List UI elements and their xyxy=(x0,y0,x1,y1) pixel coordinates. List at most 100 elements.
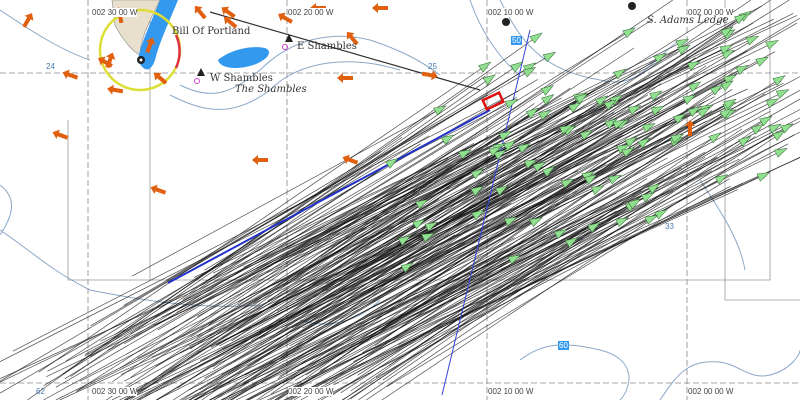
vessel-triangle-icon[interactable] xyxy=(470,183,485,197)
vessel-triangle-icon[interactable] xyxy=(627,196,642,210)
vessel-triangle-icon[interactable] xyxy=(504,214,518,227)
vessel-triangle-icon[interactable] xyxy=(675,35,690,49)
vessel-triangle-icon[interactable] xyxy=(772,72,787,86)
vessel-triangle-icon[interactable] xyxy=(615,214,630,227)
vessel-triangle-icon[interactable] xyxy=(697,104,712,118)
vessel-triangle-icon[interactable] xyxy=(397,232,412,246)
vessel-triangle-icon[interactable] xyxy=(542,49,557,63)
vessel-triangle-icon[interactable] xyxy=(608,172,623,185)
vessel-triangle-icon[interactable] xyxy=(772,127,787,141)
vessel-triangle-icon[interactable] xyxy=(768,121,782,134)
vessel-triangle-icon[interactable] xyxy=(775,86,790,99)
vessel-triangle-icon[interactable] xyxy=(488,143,503,157)
vessel-triangle-icon[interactable] xyxy=(650,103,665,116)
vessel-triangle-icon[interactable] xyxy=(458,146,473,160)
vessel-triangle-icon[interactable] xyxy=(525,105,540,119)
vessel-triangle-icon[interactable] xyxy=(624,133,639,148)
vessel-triangle-icon[interactable] xyxy=(587,219,602,233)
vessel-triangle-icon[interactable] xyxy=(560,176,575,189)
vessel-triangle-icon[interactable] xyxy=(677,42,691,55)
vessel-triangle-icon[interactable] xyxy=(641,189,655,203)
vessel-triangle-icon[interactable] xyxy=(541,163,556,178)
vessel-triangle-icon[interactable] xyxy=(720,78,735,92)
vessel-triangle-icon[interactable] xyxy=(494,182,509,196)
vessel-triangle-icon[interactable] xyxy=(433,102,448,116)
vessel-triangle-icon[interactable] xyxy=(584,171,599,185)
vessel-triangle-icon[interactable] xyxy=(738,133,753,147)
vessel-triangle-icon[interactable] xyxy=(471,207,486,221)
vessel-triangle-icon[interactable] xyxy=(538,107,553,121)
vessel-triangle-icon[interactable] xyxy=(441,132,455,145)
vessel-triangle-icon[interactable] xyxy=(412,216,427,230)
vessel-triangle-icon[interactable] xyxy=(529,214,544,228)
vessel-triangle-icon[interactable] xyxy=(400,259,415,273)
vessel-triangle-icon[interactable] xyxy=(765,95,780,109)
vessel-triangle-icon[interactable] xyxy=(621,144,636,158)
vessel-triangle-icon[interactable] xyxy=(493,147,508,160)
vessel-triangle-icon[interactable] xyxy=(603,96,618,111)
vessel-triangle-icon[interactable] xyxy=(673,110,687,124)
vessel-triangle-icon[interactable] xyxy=(745,33,760,46)
vessel-triangle-icon[interactable] xyxy=(653,50,668,64)
vessel-triangle-icon[interactable] xyxy=(421,230,436,243)
vessel-triangle-icon[interactable] xyxy=(579,127,594,141)
vessel-triangle-icon[interactable] xyxy=(714,171,729,185)
vessel-triangle-icon[interactable] xyxy=(424,219,439,232)
vessel-triangle-icon[interactable] xyxy=(594,93,609,107)
vessel-triangle-icon[interactable] xyxy=(540,82,555,96)
vessel-triangle-icon[interactable] xyxy=(541,91,556,106)
vessel-triangle-icon[interactable] xyxy=(780,120,795,134)
vessel-triangle-icon[interactable] xyxy=(637,135,652,149)
vessel-triangle-icon[interactable] xyxy=(612,117,627,130)
vessel-triangle-icon[interactable] xyxy=(720,24,735,38)
vessel-triangle-icon[interactable] xyxy=(682,92,697,105)
vessel-triangle-icon[interactable] xyxy=(522,64,537,78)
vessel-triangle-icon[interactable] xyxy=(647,180,662,195)
vessel-triangle-icon[interactable] xyxy=(529,30,544,44)
vessel-triangle-icon[interactable] xyxy=(756,169,771,182)
selected-target[interactable] xyxy=(481,91,505,111)
vessel-triangle-icon[interactable] xyxy=(482,71,497,86)
vessel-triangle-icon[interactable] xyxy=(523,156,538,169)
vessel-triangle-icon[interactable] xyxy=(686,58,701,71)
vessel-triangle-icon[interactable] xyxy=(553,226,568,240)
vessel-triangle-icon[interactable] xyxy=(719,105,734,119)
vessel-triangle-icon[interactable] xyxy=(750,121,765,135)
vessel-triangle-icon[interactable] xyxy=(774,145,789,158)
vessel-triangle-icon[interactable] xyxy=(616,141,631,154)
vessel-triangle-icon[interactable] xyxy=(670,131,685,144)
vessel-triangle-icon[interactable] xyxy=(687,78,702,93)
vessel-triangle-icon[interactable] xyxy=(642,120,656,133)
vessel-triangle-icon[interactable] xyxy=(755,53,770,67)
vessel-triangle-icon[interactable] xyxy=(564,234,579,248)
vessel-triangle-icon[interactable] xyxy=(575,90,589,104)
vessel-triangle-icon[interactable] xyxy=(735,62,750,75)
vessel-triangle-icon[interactable] xyxy=(590,182,605,195)
vessel-triangle-icon[interactable] xyxy=(759,113,773,127)
vessel-triangle-icon[interactable] xyxy=(644,212,659,225)
vessel-triangle-icon[interactable] xyxy=(687,103,702,117)
vessel-triangle-icon[interactable] xyxy=(504,96,519,109)
vessel-triangle-icon[interactable] xyxy=(649,87,663,101)
vessel-triangle-icon[interactable] xyxy=(723,96,738,110)
vessel-triangle-icon[interactable] xyxy=(385,155,400,169)
vessel-triangle-icon[interactable] xyxy=(613,66,628,80)
vessel-triangle-icon[interactable] xyxy=(709,82,724,96)
vessel-triangle-icon[interactable] xyxy=(708,129,723,144)
vessel-triangle-icon[interactable] xyxy=(568,99,583,113)
vessel-triangle-icon[interactable] xyxy=(507,252,522,265)
vessel-triangle-icon[interactable] xyxy=(719,42,734,55)
vessel-triangle-icon[interactable] xyxy=(622,25,637,39)
planned-route[interactable] xyxy=(167,109,491,284)
vessel-triangle-icon[interactable] xyxy=(498,128,513,141)
vessel-triangle-icon[interactable] xyxy=(478,59,493,73)
vessel-triangle-icon[interactable] xyxy=(765,37,780,50)
vessel-triangle-icon[interactable] xyxy=(510,59,525,73)
vessel-triangle-icon[interactable] xyxy=(734,10,748,25)
vessel-triangle-icon[interactable] xyxy=(627,102,642,115)
vessel-triangle-icon[interactable] xyxy=(532,159,547,173)
vessel-triangle-icon[interactable] xyxy=(559,122,574,135)
vessel-triangle-icon[interactable] xyxy=(517,140,532,154)
